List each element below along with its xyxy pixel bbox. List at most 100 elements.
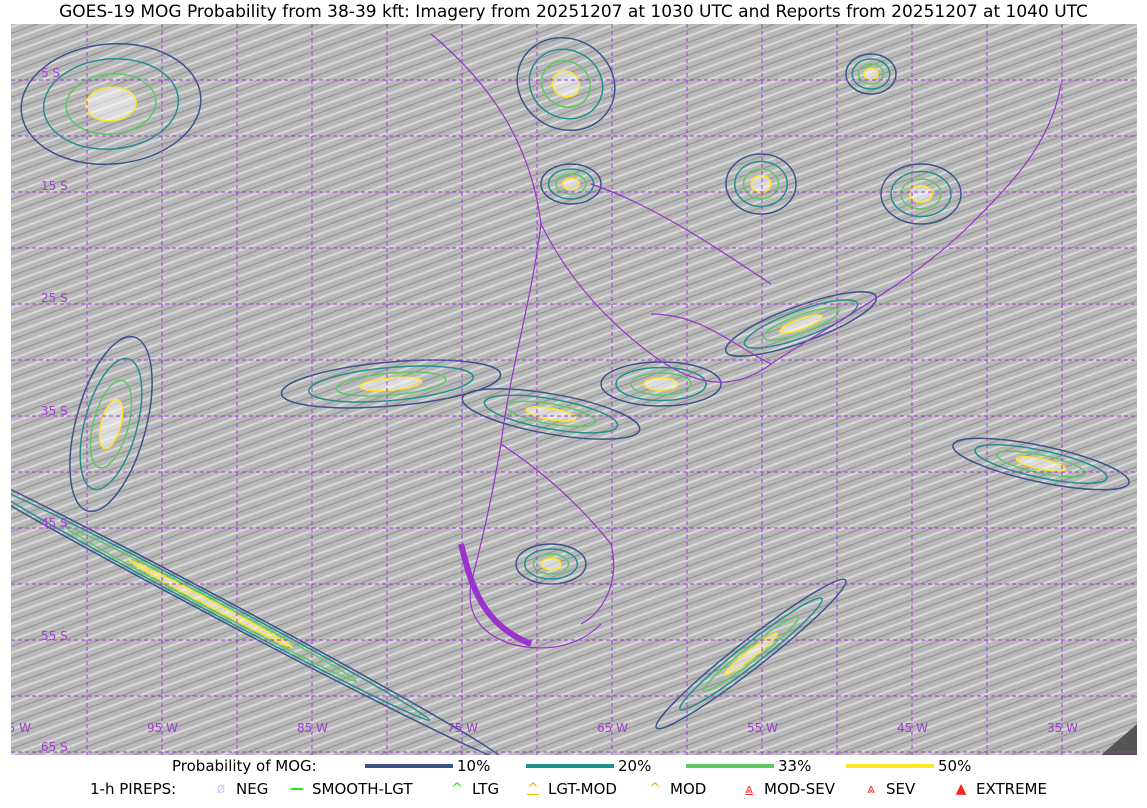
no-data-corner (1101, 724, 1137, 755)
probability-contour (779, 314, 823, 334)
probability-contour (857, 63, 885, 85)
probability-contour (742, 168, 780, 200)
probability-contour (69, 335, 153, 513)
legend-label: EXTREME (976, 780, 1047, 798)
double-caret-underline-icon: ⩓ (745, 781, 753, 797)
probability-contour (615, 366, 707, 402)
legend-level-50: 50% (846, 757, 971, 775)
probability-contour (551, 70, 581, 98)
probability-contour (89, 379, 133, 469)
probability-contour (42, 58, 180, 150)
probability-contour (851, 58, 891, 90)
probability-contour (655, 578, 847, 730)
probability-contour (762, 307, 840, 341)
line-icon: — (290, 781, 304, 797)
double-caret-icon: ⩓ (867, 781, 875, 797)
lon-label: 75 W (447, 721, 478, 735)
probability-contour (532, 553, 570, 575)
lat-label: 5 S (41, 66, 61, 80)
legend-label: MOD-SEV (764, 780, 835, 798)
lat-label: 25 S (41, 291, 68, 305)
pirep-neg: ø NEG (210, 780, 269, 798)
pirep-lgt-mod: ^ LGT-MOD (522, 780, 617, 798)
lat-label: 45 S (41, 516, 68, 530)
probability-contour (540, 557, 562, 571)
caret-icon: ^ (649, 781, 661, 797)
probability-contour (702, 615, 800, 693)
legend-level-20: 20% (526, 757, 651, 775)
legend-label: 33% (778, 757, 812, 775)
probability-contour (1015, 456, 1067, 472)
lon-label: 95 W (147, 721, 178, 735)
line-swatch-icon (365, 764, 453, 768)
pirep-mod: ^ MOD (644, 780, 706, 798)
legend-label: LGT-MOD (548, 780, 617, 798)
satellite-imagery (11, 24, 1137, 755)
probability-contour (643, 377, 679, 391)
figure-title: GOES-19 MOG Probability from 38-39 kft: … (59, 2, 1088, 22)
lon-label: 55 W (747, 721, 778, 735)
probability-contour (725, 153, 797, 215)
graticule (11, 24, 1137, 755)
probability-contour (734, 160, 788, 208)
lat-label: 65 S (41, 740, 68, 754)
lat-label: 35 S (41, 404, 68, 418)
lat-label: 15 S (41, 179, 68, 193)
lon-label: 45 W (897, 721, 928, 735)
filled-triangle-icon: ▲ (955, 781, 967, 797)
probability-contour (555, 173, 587, 195)
legend-level-10: 10% (365, 757, 490, 775)
probability-contour (483, 394, 619, 434)
pirep-extreme: ▲ EXTREME (950, 780, 1047, 798)
probability-contour (909, 184, 933, 204)
line-swatch-icon (846, 764, 934, 768)
lat-label: 55 S (41, 629, 68, 643)
legend-level-33: 33% (686, 757, 811, 775)
probability-contour (679, 597, 823, 711)
lon-label: 35 W (1047, 721, 1078, 735)
pirep-ltg: ^ LTG (446, 780, 499, 798)
probability-legend-title: Probability of MOG: (172, 757, 317, 775)
legend-label: SMOOTH-LGT (312, 780, 413, 798)
probability-contour (79, 357, 143, 491)
probability-contour (65, 73, 157, 135)
neg-circle-slash-icon: ø (216, 781, 226, 797)
probability-contour (845, 53, 897, 95)
legend-label: SEV (886, 780, 916, 798)
lon-label: 05 W (11, 721, 31, 735)
pireps-legend: 1-h PIREPS: ø NEG — SMOOTH-LGT ^ LTG ^ LGT-M… (0, 780, 1147, 802)
probability-legend: Probability of MOG: 10% 20% 33% 50% (0, 757, 1147, 779)
probability-contour (880, 163, 962, 225)
caret-underline-icon: ^ (527, 781, 539, 797)
probability-contour (540, 163, 602, 205)
probability-contour (85, 86, 137, 122)
probability-contour (98, 398, 124, 450)
probability-contour (863, 67, 879, 81)
lon-label: 85 W (297, 721, 328, 735)
caret-icon: ^ (451, 781, 463, 797)
probability-contour (743, 299, 859, 349)
legend-label: LTG (472, 780, 500, 798)
line-swatch-icon (526, 764, 614, 768)
line-swatch-icon (686, 764, 774, 768)
probability-contour (723, 632, 779, 676)
probability-contour (525, 406, 577, 422)
probability-contour (952, 437, 1130, 491)
probability-contour (600, 361, 722, 407)
lon-label: 65 W (597, 721, 628, 735)
probability-contour (630, 372, 692, 396)
probability-contour (335, 371, 447, 397)
probability-contour (128, 559, 294, 649)
map-canvas (11, 24, 1137, 755)
legend-label: 20% (618, 757, 652, 775)
probability-contour (359, 376, 423, 392)
probability-contour (900, 178, 942, 210)
legend-label: 50% (938, 757, 972, 775)
probability-contour (308, 365, 474, 403)
satellite-map: 5 S 15 S 25 S 35 S 45 S 55 S 65 S 05 W 9… (11, 24, 1137, 755)
probability-contour (547, 168, 595, 200)
probability-contour (11, 486, 431, 722)
pirep-sev: ⩓ SEV (860, 780, 915, 798)
pirep-mod-sev: ⩓ MOD-SEV (738, 780, 835, 798)
probability-contour (280, 359, 502, 409)
